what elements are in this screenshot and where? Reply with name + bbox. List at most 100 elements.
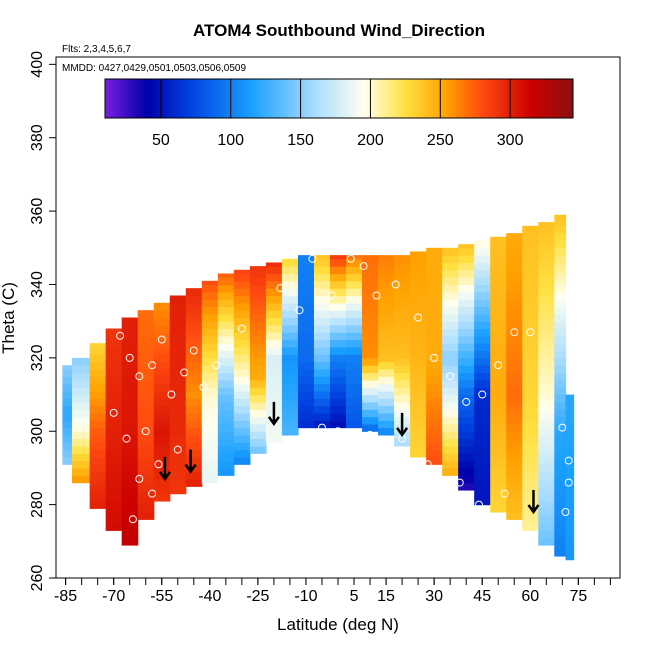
heatmap-cell <box>62 427 73 436</box>
heatmap-cell <box>554 233 567 242</box>
heatmap-cell <box>89 368 107 377</box>
heatmap-column <box>538 222 555 546</box>
heatmap-cell <box>490 475 507 484</box>
heatmap-cell <box>72 460 91 469</box>
heatmap-cell <box>506 511 523 520</box>
heatmap-cell <box>297 295 315 304</box>
heatmap-cell <box>490 482 507 491</box>
heatmap-cell <box>346 332 363 341</box>
heatmap-field <box>62 214 575 561</box>
heatmap-cell <box>410 398 427 407</box>
heatmap-cell <box>217 423 235 432</box>
x-axis-tick-label: -10 <box>294 588 317 605</box>
heatmap-cell <box>217 335 235 344</box>
heatmap-cell <box>458 299 475 308</box>
colorbar-swatch <box>147 79 153 118</box>
heatmap-cell <box>121 493 139 502</box>
heatmap-cell <box>554 255 567 264</box>
heatmap-cell <box>313 332 331 341</box>
heatmap-cell <box>538 522 555 531</box>
heatmap-cell <box>378 302 395 311</box>
heatmap-cell <box>474 335 491 344</box>
heatmap-cell <box>362 299 379 308</box>
heatmap-cell <box>137 372 155 381</box>
heatmap-cell <box>506 291 523 300</box>
heatmap-cell <box>313 412 331 421</box>
heatmap-cell <box>105 346 123 355</box>
heatmap-cell <box>329 361 347 370</box>
heatmap-cell <box>217 299 235 308</box>
heatmap-cell <box>506 277 523 286</box>
heatmap-cell <box>538 420 555 429</box>
heatmap-cell <box>458 453 475 462</box>
heatmap-cell <box>506 504 523 513</box>
heatmap-cell <box>474 401 491 410</box>
heatmap-cell <box>89 449 107 458</box>
heatmap-cell <box>137 482 155 491</box>
heatmap-cell <box>249 445 267 454</box>
heatmap-cell <box>121 537 139 546</box>
colorbar-swatch <box>128 79 133 118</box>
heatmap-cell <box>522 420 539 429</box>
heatmap-column <box>474 240 491 506</box>
heatmap-cell <box>346 258 363 267</box>
heatmap-cell <box>474 416 491 425</box>
heatmap-cell <box>185 288 203 297</box>
heatmap-cell <box>522 251 539 260</box>
heatmap-cell <box>362 291 379 300</box>
heatmap-cell <box>329 376 347 385</box>
heatmap-cell <box>105 376 123 385</box>
colorbar-swatch <box>541 79 547 118</box>
heatmap-cell <box>121 354 139 363</box>
observation-point <box>122 434 131 443</box>
heatmap-cell <box>105 464 123 473</box>
dates-note: MMDD: 0427,0429,0501,0503,0506,0509 <box>62 63 246 74</box>
heatmap-cell <box>378 266 395 275</box>
colorbar-swatch <box>366 79 371 118</box>
heatmap-cell <box>410 302 427 311</box>
colorbar-swatch <box>280 79 285 118</box>
heatmap-cell <box>458 416 475 425</box>
colorbar-swatch <box>276 79 281 118</box>
heatmap-cell <box>506 321 523 330</box>
colorbar-swatch <box>456 79 461 118</box>
heatmap-cell <box>201 335 219 344</box>
heatmap-cell <box>137 431 155 440</box>
heatmap-cell <box>410 273 427 282</box>
heatmap-cell <box>105 328 123 333</box>
heatmap-cell <box>554 313 567 322</box>
colorbar-swatch <box>233 79 239 118</box>
x-axis-tick-label: 45 <box>473 588 491 605</box>
heatmap-cell <box>329 280 347 289</box>
heatmap-cell <box>565 427 575 436</box>
heatmap-cell <box>362 379 379 388</box>
heatmap-cell <box>137 460 155 469</box>
heatmap-cell <box>378 361 395 370</box>
heatmap-cell <box>62 365 73 370</box>
heatmap-cell <box>217 273 235 278</box>
heatmap-cell <box>329 332 347 341</box>
heatmap-cell <box>538 302 555 311</box>
colorbar-swatch <box>565 79 570 118</box>
colorbar-swatch <box>350 79 356 118</box>
heatmap-cell <box>410 390 427 399</box>
heatmap-cell <box>378 368 395 377</box>
heatmap-column <box>121 317 139 546</box>
heatmap-cell <box>313 258 331 267</box>
heatmap-cell <box>565 442 575 451</box>
colorbar-swatch <box>327 79 332 118</box>
arrow-head <box>527 504 540 515</box>
heatmap-cell <box>329 255 347 260</box>
heatmap-cell <box>137 416 155 425</box>
heatmap-cell <box>217 416 235 425</box>
colorbar-swatch <box>475 79 480 118</box>
heatmap-cell <box>522 236 539 245</box>
heatmap-cell <box>121 332 139 341</box>
heatmap-cell <box>72 387 91 396</box>
heatmap-cell <box>169 412 187 421</box>
heatmap-cell <box>442 453 459 462</box>
colorbar-swatch <box>257 79 262 118</box>
heatmap-cell <box>153 486 171 495</box>
heatmap-cell <box>185 449 203 458</box>
heatmap-cell <box>458 460 475 469</box>
